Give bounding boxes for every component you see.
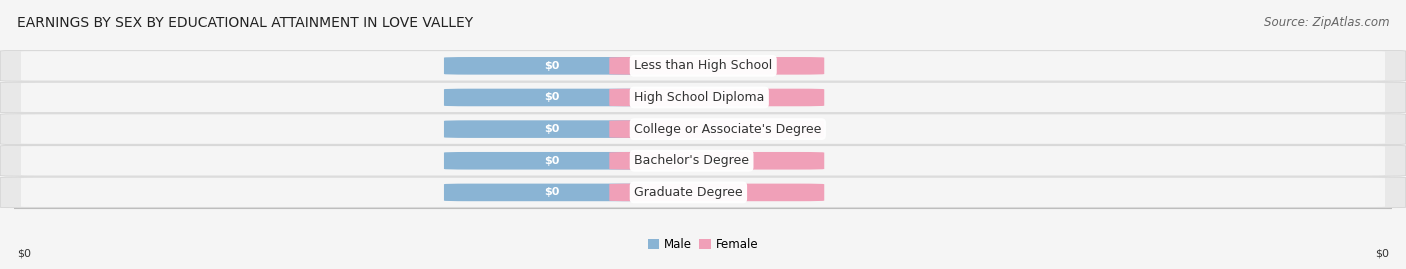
FancyBboxPatch shape xyxy=(0,51,1406,81)
Text: Less than High School: Less than High School xyxy=(634,59,772,72)
Text: $0: $0 xyxy=(709,124,724,134)
FancyBboxPatch shape xyxy=(609,120,824,138)
FancyBboxPatch shape xyxy=(609,57,824,75)
FancyBboxPatch shape xyxy=(21,83,1385,112)
Text: $0: $0 xyxy=(709,187,724,197)
FancyBboxPatch shape xyxy=(444,89,659,106)
FancyBboxPatch shape xyxy=(609,184,824,201)
FancyBboxPatch shape xyxy=(444,152,659,169)
FancyBboxPatch shape xyxy=(0,114,1406,144)
FancyBboxPatch shape xyxy=(21,146,1385,175)
FancyBboxPatch shape xyxy=(444,57,659,75)
Text: High School Diploma: High School Diploma xyxy=(634,91,765,104)
FancyBboxPatch shape xyxy=(444,184,659,201)
FancyBboxPatch shape xyxy=(444,120,659,138)
Text: $0: $0 xyxy=(709,93,724,102)
Text: $0: $0 xyxy=(544,124,560,134)
Text: College or Associate's Degree: College or Associate's Degree xyxy=(634,123,821,136)
Text: $0: $0 xyxy=(544,156,560,166)
Text: Bachelor's Degree: Bachelor's Degree xyxy=(634,154,749,167)
Text: Graduate Degree: Graduate Degree xyxy=(634,186,742,199)
Text: EARNINGS BY SEX BY EDUCATIONAL ATTAINMENT IN LOVE VALLEY: EARNINGS BY SEX BY EDUCATIONAL ATTAINMEN… xyxy=(17,16,472,30)
Text: $0: $0 xyxy=(1375,248,1389,258)
Text: $0: $0 xyxy=(17,248,31,258)
Text: $0: $0 xyxy=(709,61,724,71)
Legend: Male, Female: Male, Female xyxy=(643,233,763,256)
FancyBboxPatch shape xyxy=(0,177,1406,208)
Text: $0: $0 xyxy=(544,93,560,102)
FancyBboxPatch shape xyxy=(609,89,824,106)
Text: $0: $0 xyxy=(544,61,560,71)
FancyBboxPatch shape xyxy=(609,152,824,169)
Text: $0: $0 xyxy=(544,187,560,197)
FancyBboxPatch shape xyxy=(21,178,1385,207)
FancyBboxPatch shape xyxy=(21,51,1385,80)
FancyBboxPatch shape xyxy=(0,146,1406,176)
Text: Source: ZipAtlas.com: Source: ZipAtlas.com xyxy=(1264,16,1389,29)
FancyBboxPatch shape xyxy=(0,82,1406,113)
Text: $0: $0 xyxy=(709,156,724,166)
FancyBboxPatch shape xyxy=(21,115,1385,144)
